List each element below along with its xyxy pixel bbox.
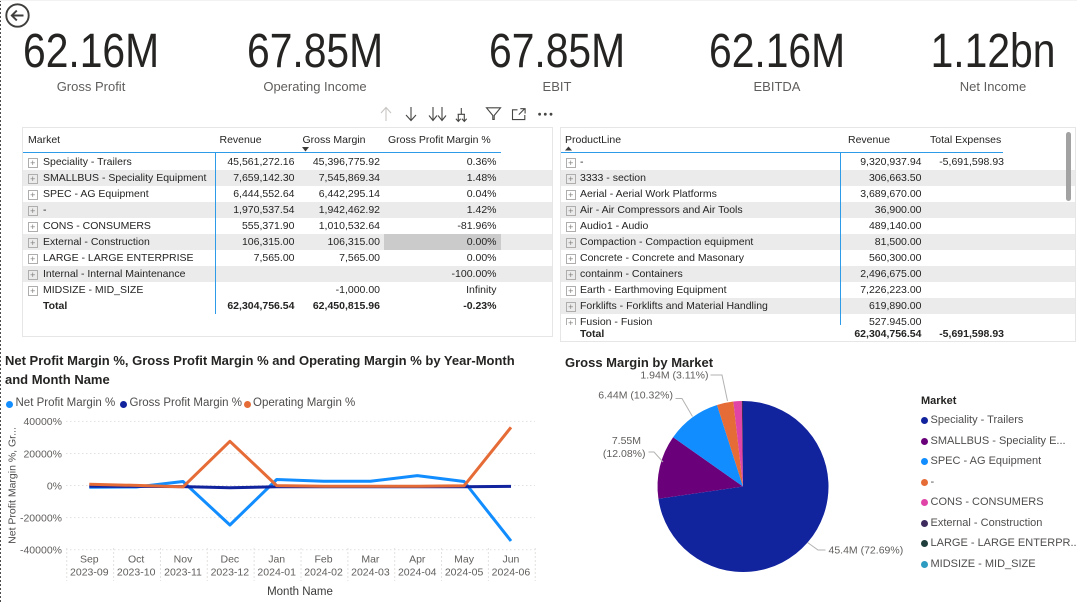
svg-text:2023-12: 2023-12 xyxy=(211,567,250,579)
svg-text:2024-02: 2024-02 xyxy=(304,567,343,579)
svg-text:20000%: 20000% xyxy=(23,448,62,460)
svg-text:Apr: Apr xyxy=(409,554,426,566)
svg-text:May: May xyxy=(454,554,475,566)
svg-text:2024-03: 2024-03 xyxy=(351,567,390,579)
svg-text:2023-11: 2023-11 xyxy=(164,567,202,579)
svg-text:Dec: Dec xyxy=(221,554,240,566)
svg-text:0%: 0% xyxy=(47,480,62,492)
svg-text:-20000%: -20000% xyxy=(20,512,62,524)
svg-text:Jun: Jun xyxy=(502,554,519,566)
svg-text:2024-01: 2024-01 xyxy=(257,567,296,579)
svg-text:Mar: Mar xyxy=(361,554,380,566)
svg-text:2024-06: 2024-06 xyxy=(492,567,531,579)
svg-text:Sep: Sep xyxy=(80,554,99,566)
svg-text:7.55M: 7.55M xyxy=(612,435,641,447)
svg-text:2023-10: 2023-10 xyxy=(117,567,156,579)
svg-text:40000%: 40000% xyxy=(23,416,62,428)
svg-text:Jan: Jan xyxy=(268,554,285,566)
svg-text:2023-09: 2023-09 xyxy=(70,567,109,579)
svg-text:-40000%: -40000% xyxy=(20,545,62,557)
svg-text:(12.08%): (12.08%) xyxy=(603,448,646,460)
svg-text:Month Name: Month Name xyxy=(267,586,333,598)
svg-text:2024-05: 2024-05 xyxy=(445,567,484,579)
svg-text:2024-04: 2024-04 xyxy=(398,567,437,579)
svg-text:Feb: Feb xyxy=(315,554,333,566)
svg-text:1.94M (3.11%): 1.94M (3.11%) xyxy=(640,370,708,382)
svg-text:Net Profit Margin %, Gr...: Net Profit Margin %, Gr... xyxy=(7,427,19,544)
svg-text:6.44M (10.32%): 6.44M (10.32%) xyxy=(598,390,673,402)
svg-text:Nov: Nov xyxy=(174,554,193,566)
svg-text:45.4M (72.69%): 45.4M (72.69%) xyxy=(829,545,904,557)
svg-text:Oct: Oct xyxy=(128,554,144,566)
